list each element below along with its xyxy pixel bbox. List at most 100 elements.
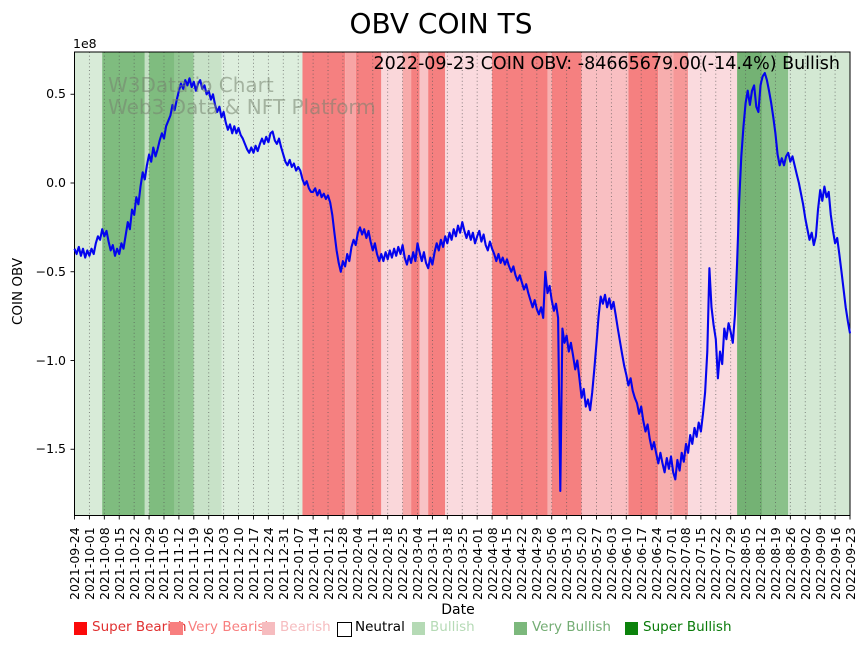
x-tick-label: 2022-09-09 [812, 527, 828, 600]
sentiment-band-bearish [547, 52, 552, 516]
x-tick-label: 2022-01-14 [305, 527, 321, 600]
x-tick-label: 2021-10-22 [126, 527, 142, 600]
x-tick-label: 2021-11-19 [186, 527, 202, 600]
sentiment-band-very-bearish [628, 52, 659, 516]
x-tick-label: 2022-03-04 [410, 527, 425, 600]
x-tick-label: 2022-07-01 [663, 527, 679, 600]
x-tick-label: 2022-04-22 [514, 527, 530, 600]
legend-swatch-super-bullish [625, 622, 638, 635]
legend-item-super-bullish: Super Bullish [643, 619, 732, 635]
sentiment-band-very-bullish [102, 52, 145, 516]
sentiment-band-bearish [402, 52, 412, 516]
x-tick-label: 2021-11-05 [156, 527, 172, 600]
x-tick-label: 2021-10-08 [96, 527, 112, 600]
x-tick-label: 2021-11-26 [201, 527, 217, 600]
x-tick-label: 2021-12-10 [231, 527, 247, 600]
sentiment-band-very-bearish [411, 52, 420, 516]
sentiment-band-bearish [658, 52, 674, 516]
x-tick-label: 2021-10-15 [111, 527, 127, 600]
sentiment-band-very-bearish [302, 52, 346, 516]
x-tick-label: 2021-12-17 [245, 527, 261, 600]
legend-swatch-very-bullish [514, 622, 527, 635]
sentiment-band-bearish [688, 52, 738, 516]
sentiment-band-very-bearish [551, 52, 582, 516]
x-tick-label: 2022-04-08 [484, 527, 500, 600]
x-tick-label: 2022-04-29 [529, 527, 545, 600]
legend-item-very-bullish: Very Bullish [532, 619, 611, 635]
sentiment-band-very-bullish [737, 52, 763, 516]
sentiment-band-very-bearish [428, 52, 446, 516]
legend-swatch-very-bearish [170, 622, 183, 635]
x-tick-label: 2022-05-20 [574, 527, 590, 600]
x-tick-label: 2022-09-23 [842, 527, 858, 600]
x-tick-label: 2021-12-03 [216, 527, 232, 600]
y-tick-label: 0.0 [46, 175, 66, 190]
sentiment-band-very-bullish [174, 52, 194, 516]
x-tick-label: 2022-05-13 [559, 527, 575, 600]
x-tick-label: 2022-01-28 [335, 527, 351, 600]
sentiment-band-very-bullish [149, 52, 175, 516]
sentiment-band-bullish [74, 52, 103, 516]
x-tick-label: 2022-01-21 [320, 527, 336, 600]
x-tick-label: 2022-02-04 [350, 527, 366, 600]
x-tick-label: 2021-09-24 [67, 527, 82, 600]
x-tick-label: 2022-03-25 [454, 527, 470, 600]
sentiment-band-bearish [345, 52, 356, 516]
x-tick-label: 2022-05-27 [588, 527, 604, 600]
sentiment-band-bearish [381, 52, 403, 516]
x-tick-label: 2022-09-16 [827, 527, 843, 600]
sentiment-band-bullish [221, 52, 303, 516]
legend-item-bullish: Bullish [430, 619, 475, 635]
y-axis-offset-label: 1e8 [73, 36, 97, 51]
legend-swatch-bullish [412, 622, 425, 635]
sentiment-band-bullish [193, 52, 222, 516]
x-tick-label: 2022-02-18 [380, 527, 396, 600]
y-tick-label: −1.5 [35, 441, 66, 457]
sentiment-band-very-bearish [673, 52, 689, 516]
y-tick-label: 0.5 [46, 86, 66, 102]
x-tick-label: 2022-08-19 [767, 527, 783, 600]
x-tick-label: 2022-01-07 [290, 527, 306, 600]
watermark-line2: Web3 Data & NFT Platform [108, 95, 376, 119]
y-tick-label: −0.5 [35, 263, 66, 279]
x-tick-label: 2021-11-12 [171, 527, 187, 600]
sentiment-band-very-bullish [762, 52, 789, 516]
x-tick-label: 2022-07-08 [678, 527, 694, 600]
legend-swatch-super-bearish [74, 622, 87, 635]
x-tick-label: 2021-12-31 [275, 527, 291, 600]
sentiment-band-bullish [788, 52, 850, 516]
x-tick-label: 2021-12-24 [260, 527, 276, 600]
watermark-line1: W3Data.io Chart [108, 73, 274, 97]
sentiment-band-very-bearish [492, 52, 548, 516]
legend-swatch-neutral [337, 622, 352, 637]
obv-line [73, 71, 852, 493]
x-tick-label: 2022-07-22 [708, 527, 724, 600]
sentiment-band-bullish [144, 52, 150, 516]
x-axis-label: Date [441, 602, 475, 618]
x-tick-label: 2022-07-15 [693, 527, 709, 600]
sentiment-band-bearish [445, 52, 493, 516]
sentiment-band-bearish [419, 52, 429, 516]
legend-item-neutral: Neutral [355, 619, 405, 635]
legend-item-bearish: Bearish [280, 619, 331, 635]
chart-title: OBV COIN TS [349, 7, 533, 40]
axes-frame [74, 51, 851, 516]
last-value-annotation: 2022-09-23 COIN OBV: -84665679.00(-14.4%… [373, 54, 840, 74]
legend-item-very-bearish: Very Bearish [188, 619, 274, 635]
legend-item-super-bearish: Super Bearish [92, 619, 187, 635]
x-tick-label: 2021-10-01 [81, 527, 97, 600]
x-tick-label: 2022-08-12 [753, 527, 769, 600]
sentiment-band-bearish [581, 52, 629, 516]
x-tick-label: 2022-04-15 [499, 527, 515, 600]
x-tick-label: 2022-06-24 [648, 527, 664, 600]
x-tick-label: 2022-03-11 [424, 527, 440, 600]
x-tick-label: 2022-06-17 [633, 527, 649, 600]
x-tick-label: 2022-06-03 [603, 527, 619, 600]
x-tick-label: 2022-02-25 [395, 527, 411, 600]
x-tick-label: 2022-06-10 [618, 527, 634, 600]
x-tick-label: 2022-02-11 [365, 527, 381, 600]
x-tick-label: 2022-05-06 [544, 527, 560, 600]
x-tick-label: 2022-08-26 [782, 527, 798, 600]
